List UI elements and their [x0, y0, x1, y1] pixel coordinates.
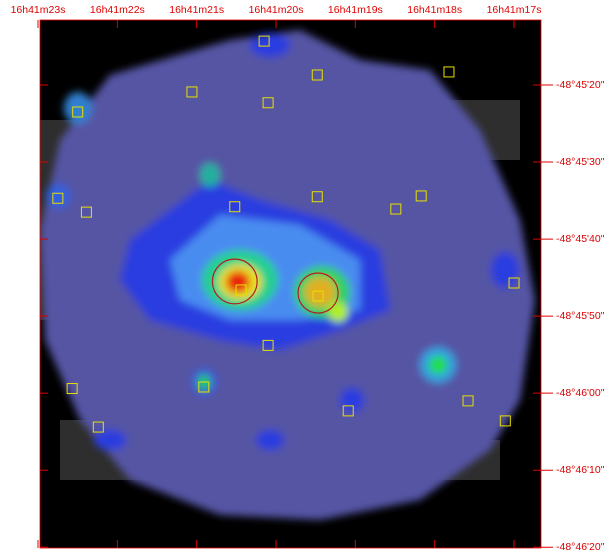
y-tick-label: -48°45'30"	[556, 156, 605, 168]
x-tick-label: 16h41m23s	[11, 4, 66, 16]
y-tick-label: -48°45'40"	[556, 233, 605, 245]
x-tick-label: 16h41m19s	[328, 4, 383, 16]
page: {"chart_data": { "type": "image", "xlim"…	[0, 0, 611, 557]
x-tick-label: 16h41m20s	[249, 4, 304, 16]
y-tick-label: -48°46'10"	[556, 464, 605, 476]
y-tick-label: -48°46'20"	[556, 541, 605, 553]
y-tick-label: -48°45'50"	[556, 310, 605, 322]
x-tick-label: 16h41m17s	[487, 4, 542, 16]
y-tick-label: -48°45'20"	[556, 79, 605, 91]
x-tick-label: 16h41m22s	[90, 4, 145, 16]
x-tick-label: 16h41m21s	[169, 4, 224, 16]
chart: 16h41m23s 16h41m22s 16h41m21s 16h41m20s 16h4…	[0, 0, 611, 557]
y-tick-label: -48°46'00"	[556, 387, 605, 399]
image	[40, 20, 541, 548]
x-tick-label: 16h41m18s	[407, 4, 462, 16]
